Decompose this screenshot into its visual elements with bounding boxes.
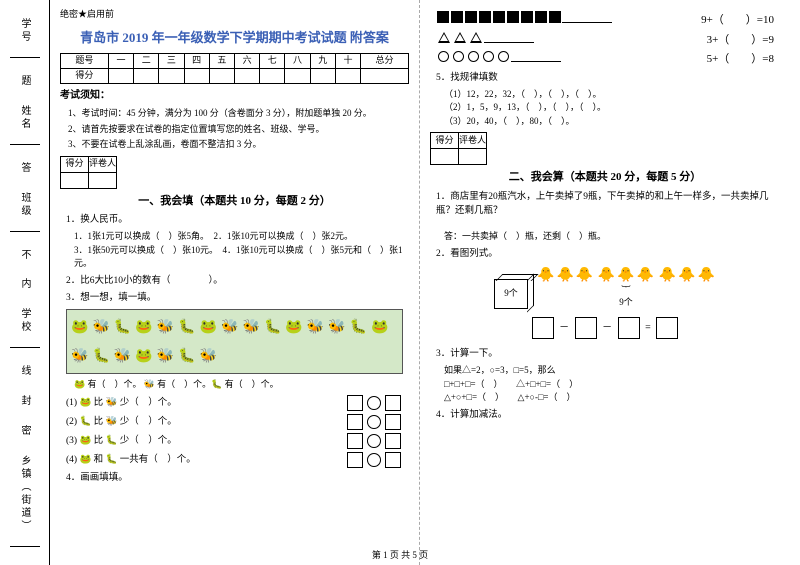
section2-heading: 二、我会算（本题共 20 分，每题 5 分） <box>430 169 780 186</box>
exam-title: 青岛市 2019 年一年级数学下学期期中考试试题 附答案 <box>60 28 409 48</box>
left-column: 绝密★启用前 青岛市 2019 年一年级数学下学期期中考试试题 附答案 题号一二… <box>50 0 420 565</box>
binding-sidebar: 学号 题 姓名 答 班级 不 内 学校 线 封 密 乡镇（街道） <box>0 0 50 565</box>
mini-score-table: 得分评卷人 <box>60 156 117 189</box>
side-note-mi: 密 <box>17 425 32 438</box>
side-xuehao: 学号 <box>17 18 32 44</box>
side-note-xian: 线 <box>17 365 32 378</box>
eq2: 3+（ ）=9 <box>707 32 774 49</box>
rq3-l2: □+□+□=（ ） △+□+□=（ ） <box>444 378 780 392</box>
rq2: 2．看图列式。 <box>436 247 780 261</box>
eq3: 5+（ ）=8 <box>707 51 774 68</box>
rq3-l3: △+○+□=（ ） △+○-□=（ ） <box>444 391 780 405</box>
q5: 5．找规律填数 <box>436 71 780 85</box>
notice-heading: 考试须知： <box>60 88 409 103</box>
mini-defen: 得分 <box>61 156 89 172</box>
score-table: 题号一二三四五六七八九十总分 得分 <box>60 53 409 84</box>
eq-row-3: 5+（ ）=8 <box>436 51 774 68</box>
eq1: 9+（ ）=10 <box>701 12 774 29</box>
q5-l1: （1）12，22，32，（ ），（ ），（ ）。 <box>444 88 780 102</box>
side-xiangzhen: 乡镇（街道） <box>17 455 32 533</box>
rq1-ans: 答：一共卖掉（ ）瓶，还剩（ ）瓶。 <box>444 230 780 244</box>
big-equation: － － = <box>430 317 780 339</box>
notice-3: 3、不要在试卷上乱涂乱画，卷面不整洁扣 3 分。 <box>68 138 409 152</box>
rq1: 1．商店里有20瓶汽水，上午卖掉了9瓶，下午卖掉的和上午一样多，一共卖掉几瓶？还… <box>436 190 780 219</box>
rq4: 4．计算加减法。 <box>436 408 780 422</box>
cmp-4: (4) 🐸 和 🐛 一共有（ ）个。 <box>66 452 403 468</box>
side-banji: 班级 <box>17 192 32 218</box>
side-xingming: 姓名 <box>17 105 32 131</box>
eq-row-1: 9+（ ）=10 <box>436 11 774 29</box>
rq3: 3．计算一下。 <box>436 347 780 361</box>
cmp-2: (2) 🐛 比 🐝 少（ ）个。 <box>66 414 403 430</box>
q4: 4．画画填填。 <box>66 471 409 485</box>
mini-pingjuan: 评卷人 <box>89 156 117 172</box>
q1-line2: 3．1张50元可以换成（ ）张10元。 4．1张10元可以换成（ ）张5元和（ … <box>74 244 409 271</box>
side-note-da: 答 <box>17 162 32 175</box>
notice-2: 2、请首先按要求在试卷的指定位置填写您的姓名、班级、学号。 <box>68 123 409 137</box>
cmp-3: (3) 🐸 比 🐛 少（ ）个。 <box>66 433 403 449</box>
q5-l2: （2）1，5，9，13，（ ），（ ），（ ）。 <box>444 101 780 115</box>
notice-1: 1、考试时间：45 分钟，满分为 100 分（含卷面分 3 分），附加题单独 2… <box>68 107 409 121</box>
side-xuexiao: 学校 <box>17 308 32 334</box>
eq-row-2: 3+（ ）=9 <box>436 32 774 49</box>
brace-label: 9个 <box>536 296 716 310</box>
critter-image: 🐸🐝🐛 🐸🐝🐛 🐸🐝🐝 🐛🐸🐝 🐝🐛🐸 🐝🐛🐝 🐸🐝🐛 🐝 <box>66 309 403 374</box>
secret-label: 绝密★启用前 <box>60 8 409 22</box>
page-footer: 第 1 页 共 5 页 <box>0 548 800 561</box>
q3: 3．想一想，填一填。 <box>66 291 409 305</box>
q1-line1: 1．1张1元可以换成（ ）张5角。 2．1张10元可以换成（ ）张2元。 <box>74 230 409 244</box>
side-note-feng: 封 <box>17 395 32 408</box>
q5-l3: （3）20，40，（ ），80，（ ）。 <box>444 115 780 129</box>
rq3-l1: 如果△=2，○=3，□=5，那么 <box>444 364 780 378</box>
pic-row: 9个 🐥🐥🐥 🐥🐥🐥 🐥🐥🐥 ︸ 9个 <box>430 265 780 309</box>
section1-heading: 一、我会填（本题共 10 分，每题 2 分） <box>60 193 409 210</box>
mini-score-table-2: 得分评卷人 <box>430 132 487 165</box>
count-row: 🐸 有（ ）个。 🐝 有（ ）个。🐛 有（ ）个。 <box>74 378 409 392</box>
side-note-bu: 不 <box>17 249 32 262</box>
box-3d: 9个 <box>494 279 528 309</box>
side-note-ti: 题 <box>17 75 32 88</box>
cmp-1: (1) 🐸 比 🐝 少（ ）个。 <box>66 395 403 411</box>
q1: 1．换人民币。 <box>66 213 409 227</box>
right-column: 9+（ ）=10 3+（ ）=9 5+（ ）=8 5．找规律填数 （1）12，2… <box>420 0 790 565</box>
q2: 2．比6大比10小的数有（ ）。 <box>66 274 409 288</box>
side-note-nei: 内 <box>17 278 32 291</box>
